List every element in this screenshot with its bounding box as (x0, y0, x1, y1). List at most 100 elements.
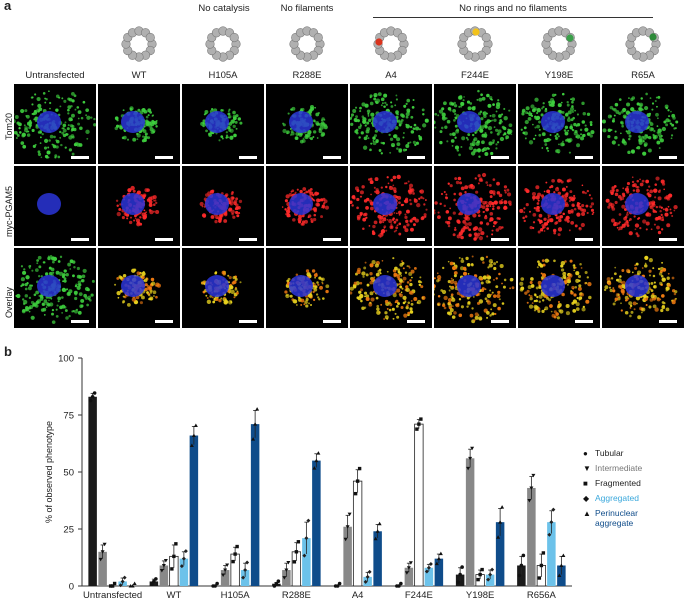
micrograph-tile (266, 84, 348, 164)
scale-bar (155, 238, 173, 241)
data-point-marker (542, 551, 545, 554)
data-point-marker (338, 582, 342, 586)
legend-label: Aggregated (595, 493, 639, 503)
data-point-marker (490, 568, 494, 572)
x-tick-label: R656A (527, 590, 557, 601)
micrograph-tile (182, 84, 264, 164)
column-label-y198e: Y198E (518, 70, 600, 81)
data-point-marker (297, 540, 300, 543)
data-point-marker (235, 545, 238, 548)
data-point-marker (559, 563, 563, 567)
legend-marker: ▲ (583, 509, 595, 518)
scale-bar (323, 320, 341, 323)
y-tick-label: 75 (63, 411, 74, 422)
data-point-marker (480, 568, 483, 571)
row-label-overlay: Overlay (4, 287, 14, 318)
data-point-marker (103, 543, 107, 547)
x-tick-label: Y198E (466, 590, 495, 601)
data-point-marker (174, 542, 177, 545)
scale-bar (407, 156, 425, 159)
bar-fragmented (415, 424, 424, 586)
legend-item-aggregated: ◆Aggregated (583, 493, 639, 503)
data-point-marker (518, 574, 522, 578)
data-point-marker (286, 561, 290, 565)
micrograph-tile (602, 166, 684, 246)
data-point-marker (354, 492, 357, 495)
row-label-myc-pgam5: myc-PGAM5 (4, 186, 14, 237)
data-point-marker (415, 427, 418, 430)
scale-bar (659, 320, 677, 323)
bar-fragmented (353, 481, 362, 586)
legend-label: Intermediate (595, 463, 642, 473)
micrograph-tile (518, 248, 600, 328)
y-tick-label: 100 (58, 354, 74, 365)
data-point-marker (215, 582, 219, 586)
data-point-marker (520, 564, 524, 568)
data-point-marker (399, 582, 403, 586)
micrograph-tile (602, 248, 684, 328)
data-point-marker (429, 562, 433, 566)
header-no-filaments: No filaments (267, 3, 347, 14)
micrograph-tile (266, 248, 348, 328)
data-point-marker (476, 578, 479, 581)
scale-bar (491, 320, 509, 323)
x-tick-label: R288E (282, 590, 311, 601)
x-tick-label: WT (166, 590, 181, 601)
micrograph-tile (182, 248, 264, 328)
data-point-marker (470, 447, 474, 451)
scale-bar (323, 156, 341, 159)
data-point-marker (89, 399, 93, 403)
micrograph-tile (518, 84, 600, 164)
micrograph-tile (518, 166, 600, 246)
bar-intermediate (527, 488, 536, 586)
data-point-marker (417, 422, 420, 425)
data-point-marker (154, 577, 158, 581)
legend-label: Fragmented (595, 478, 641, 488)
legend-item-perinuclear: ▲Perinuclear aggregate (583, 508, 665, 528)
micrograph-tile (14, 84, 96, 164)
scale-bar (239, 320, 257, 323)
legend-label: Tubular (595, 448, 624, 458)
column-label-untransfected: Untransfected (14, 70, 96, 81)
micrograph-tile (434, 166, 516, 246)
data-point-marker (460, 565, 464, 569)
x-tick-label: F244E (405, 590, 433, 601)
data-point-marker (277, 579, 281, 583)
legend-item-intermediate: ▼Intermediate (583, 463, 642, 473)
legend-item-tubular: ●Tubular (583, 448, 624, 458)
scale-bar (71, 238, 89, 241)
scale-bar (323, 238, 341, 241)
data-point-marker (478, 573, 481, 576)
micrograph-tile (434, 84, 516, 164)
column-label-wt: WT (98, 70, 180, 81)
y-tick-label: 50 (63, 468, 74, 479)
column-label-a4: A4 (350, 70, 432, 81)
bar-intermediate (466, 458, 475, 586)
bar-perinuclear (190, 436, 199, 586)
pgam5-ring-icon (119, 24, 159, 64)
data-point-marker (253, 422, 257, 426)
x-tick-label: Untransfected (83, 590, 142, 601)
pgam5-ring-icon (455, 24, 495, 64)
scale-bar (155, 156, 173, 159)
bar-perinuclear (251, 424, 260, 586)
data-point-marker (376, 529, 380, 533)
data-point-marker (368, 570, 372, 574)
scale-bar (71, 156, 89, 159)
scale-bar (575, 238, 593, 241)
data-point-marker (458, 573, 462, 577)
data-point-marker (419, 417, 422, 420)
x-tick-label: H105A (221, 590, 251, 601)
y-axis-label: % of observed phenotype (44, 421, 54, 523)
scale-bar (407, 320, 425, 323)
data-point-marker (356, 479, 359, 482)
micrograph-tile (98, 166, 180, 246)
data-point-marker (192, 434, 196, 438)
micrograph-tile (350, 248, 432, 328)
micrograph-tile (350, 166, 432, 246)
data-point-marker (437, 557, 441, 561)
data-point-marker (540, 564, 543, 567)
data-point-marker (123, 576, 127, 580)
pgam5-ring-icon (371, 24, 411, 64)
